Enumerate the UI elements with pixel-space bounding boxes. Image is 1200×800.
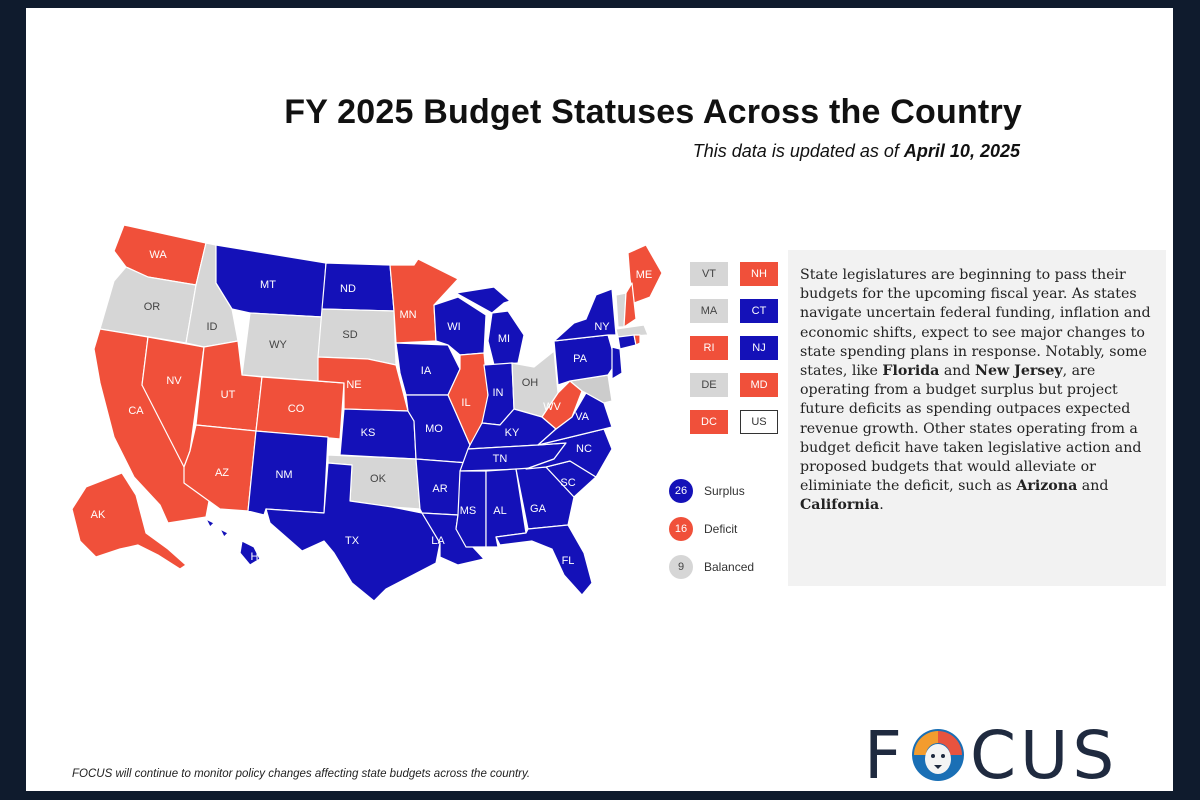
state-label-ND: ND: [340, 283, 356, 295]
state-HI: [205, 518, 261, 566]
tile-NJ: NJ: [740, 336, 778, 360]
description-bold-california: California: [800, 497, 880, 514]
state-label-FL: FL: [562, 555, 575, 567]
legend-label-deficit: Deficit: [704, 522, 738, 536]
page-subtitle: This data is updated as of April 10, 202…: [26, 141, 1020, 162]
state-label-OK: OK: [370, 473, 387, 485]
subtitle-prefix: This data is updated as of: [692, 141, 904, 161]
tile-US: US: [740, 410, 778, 434]
state-label-SD: SD: [342, 329, 357, 341]
state-AK: [71, 472, 187, 570]
legend-count-deficit: 16: [669, 517, 693, 541]
state-label-ME: ME: [636, 269, 653, 281]
state-label-WA: WA: [149, 249, 167, 261]
state-label-NV: NV: [166, 375, 182, 387]
page-title: FY 2025 Budget Statuses Across the Count…: [284, 93, 1022, 131]
description-text-5: .: [879, 497, 884, 514]
state-label-IL: IL: [461, 397, 470, 409]
state-label-NE: NE: [346, 379, 361, 391]
state-label-MN: MN: [399, 309, 416, 321]
focus-logo: F CUS: [864, 717, 1118, 794]
state-ME: [627, 244, 663, 304]
subtitle-date: April 10, 2025: [903, 141, 1020, 161]
state-NY: [553, 288, 617, 342]
description-text-4: and: [1077, 478, 1109, 495]
state-label-WI: WI: [447, 321, 460, 333]
state-CT: [617, 334, 637, 350]
state-label-VA: VA: [575, 411, 590, 423]
state-label-SC: SC: [560, 477, 575, 489]
state-label-MI: MI: [498, 333, 510, 345]
tile-RI: RI: [690, 336, 728, 360]
state-label-NC: NC: [576, 443, 592, 455]
state-TX: [265, 462, 441, 602]
state-label-MT: MT: [260, 279, 276, 291]
state-label-MS: MS: [460, 505, 477, 517]
state-NH: [623, 282, 637, 328]
state-label-KY: KY: [505, 427, 520, 439]
logo-text-right: CUS: [969, 716, 1119, 794]
state-label-MO: MO: [425, 423, 443, 435]
state-label-UT: UT: [221, 389, 236, 401]
description-bold-arizona: Arizona: [1016, 478, 1078, 495]
state-MI: [455, 286, 525, 366]
state-label-WY: WY: [269, 339, 287, 351]
state-CO: [255, 376, 345, 440]
state-NJ: [611, 346, 623, 380]
legend-label-balanced: Balanced: [704, 560, 755, 574]
description-bold-florida: Florida: [882, 363, 940, 380]
tile-VT: VT: [690, 262, 728, 286]
state-label-AR: AR: [432, 483, 447, 495]
legend-label-surplus: Surplus: [704, 484, 745, 498]
state-label-AZ: AZ: [215, 467, 229, 479]
state-RI: [633, 334, 641, 346]
state-NC: [525, 428, 613, 478]
state-ND: [321, 262, 395, 312]
us-budget-map: WA OR CA NV ID MT WY UT AZ CO NM ND SD NE KS OK TX MN IA MO…: [71, 224, 663, 602]
infographic-card: FY 2025 Budget Statuses Across the Count…: [26, 8, 1173, 794]
state-label-AL: AL: [493, 505, 506, 517]
description-text-3: , are operating from a budget surplus bu…: [800, 363, 1142, 495]
state-label-CO: CO: [288, 403, 305, 415]
state-label-NY: NY: [594, 321, 610, 333]
state-FL: [495, 524, 593, 596]
tile-DC: DC: [690, 410, 728, 434]
state-label-KS: KS: [361, 427, 376, 439]
state-label-IA: IA: [421, 365, 432, 377]
tile-NH: NH: [740, 262, 778, 286]
legend-count-surplus: 26: [669, 479, 693, 503]
state-label-LA: LA: [431, 535, 445, 547]
tile-MD: MD: [740, 373, 778, 397]
lion-icon: [911, 729, 964, 781]
state-VA: [537, 392, 613, 446]
state-KS: [339, 408, 417, 460]
tile-DE: DE: [690, 373, 728, 397]
state-label-CA: CA: [128, 405, 144, 417]
state-label-NM: NM: [275, 469, 292, 481]
state-label-ID: ID: [207, 321, 218, 333]
description-text-1: State legislatures are beginning to pass…: [800, 267, 1151, 380]
description-bold-new-jersey: New Jersey: [975, 363, 1063, 380]
state-label-OH: OH: [522, 377, 539, 389]
description-box: State legislatures are beginning to pass…: [788, 250, 1166, 586]
state-label-GA: GA: [530, 503, 547, 515]
tile-CT: CT: [740, 299, 778, 323]
state-label-TX: TX: [345, 535, 360, 547]
tile-MA: MA: [690, 299, 728, 323]
state-label-PA: PA: [573, 353, 588, 365]
state-MA: [615, 324, 649, 338]
legend-count-balanced: 9: [669, 555, 693, 579]
state-label-HI: HI: [251, 551, 262, 563]
state-label-IN: IN: [493, 387, 504, 399]
description-text-2: and: [939, 363, 976, 380]
state-label-WV: WV: [543, 401, 561, 413]
footer-note: FOCUS will continue to monitor policy ch…: [72, 768, 531, 780]
state-label-TN: TN: [493, 453, 508, 465]
state-label-OR: OR: [144, 301, 161, 313]
logo-text-left: F: [864, 716, 906, 794]
state-label-AK: AK: [91, 509, 106, 521]
